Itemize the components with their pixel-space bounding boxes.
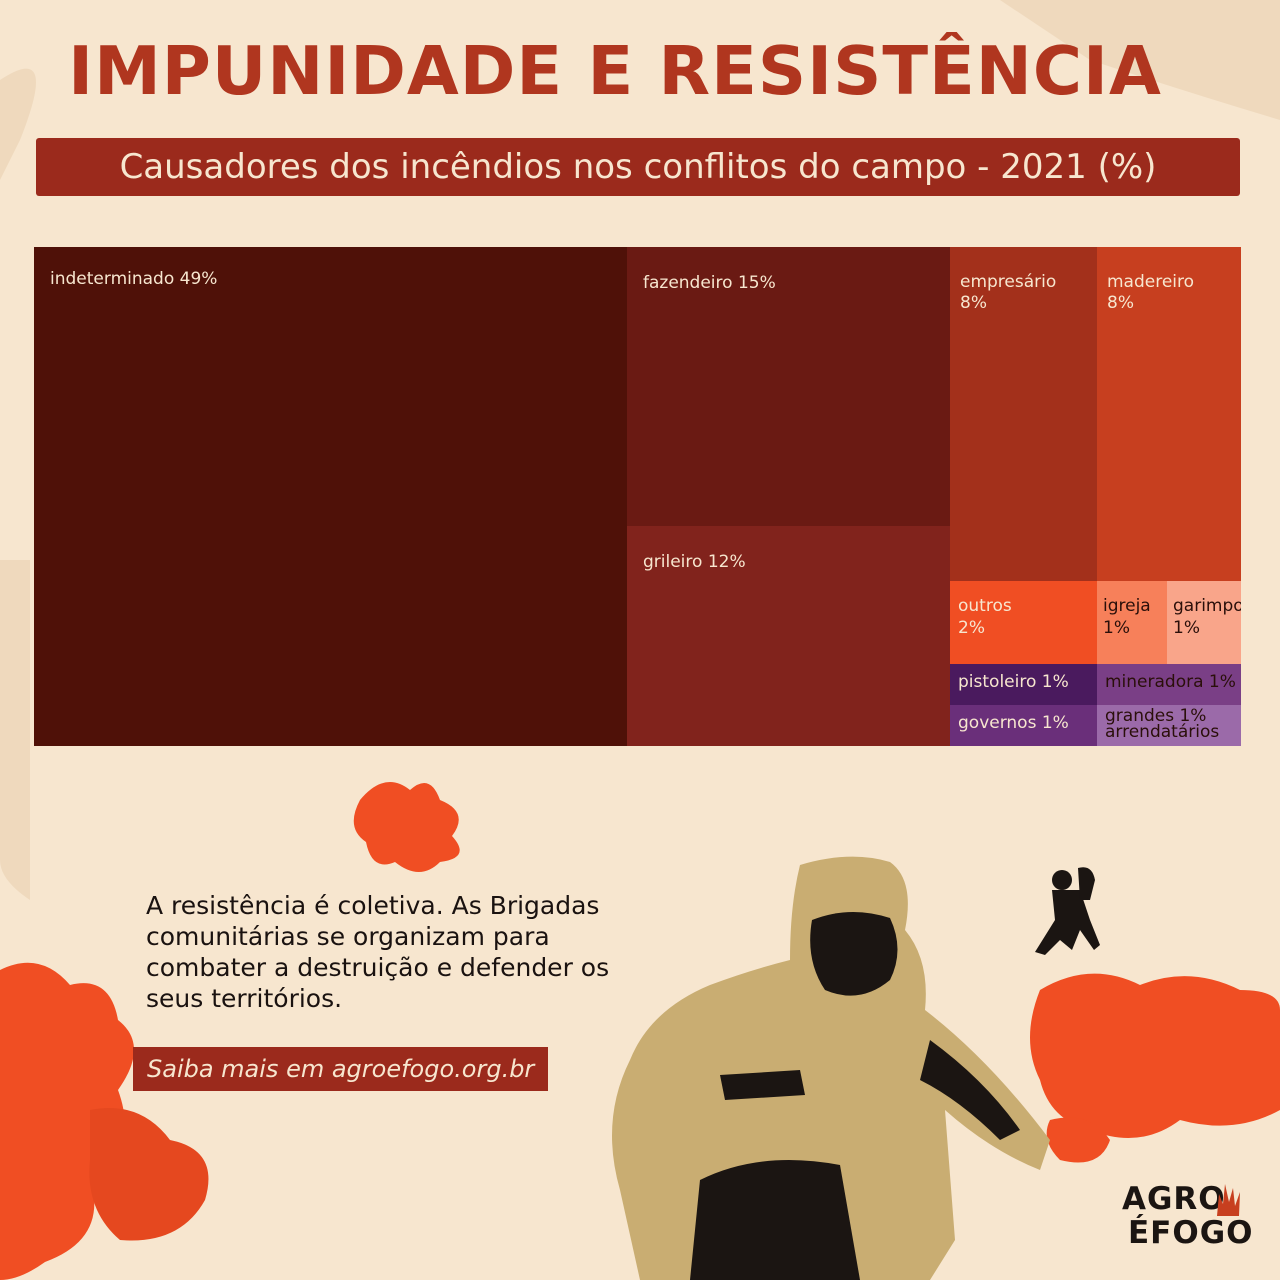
- treemap-label: fazendeiro 15%: [643, 273, 776, 293]
- treemap-label: grileiro 12%: [643, 552, 746, 572]
- texture-stain-top-right: [1000, 0, 1280, 120]
- treemap-label: empresário 8%: [960, 272, 1057, 313]
- treemap-label: governos 1%: [958, 713, 1069, 733]
- chart-subtitle: Causadores dos incêndios nos conflitos d…: [36, 138, 1240, 196]
- texture-stain-left: [0, 68, 36, 180]
- treemap-cell-outros: outros 2%: [950, 581, 1097, 664]
- walking-figure-silhouette: [1035, 867, 1100, 955]
- treemap-label: pistoleiro 1%: [958, 672, 1069, 692]
- treemap-chart: indeterminado 49% fazendeiro 15% grileiro …: [34, 247, 1241, 746]
- page-title: IMPUNIDADE E RESISTÊNCIA: [68, 32, 1162, 110]
- treemap-cell-mineradora: mineradora 1%: [1097, 664, 1241, 705]
- logo-word-agro: AGRO: [1122, 1181, 1226, 1217]
- agro-e-fogo-logo: AGRO ÉFOGO: [1120, 1180, 1253, 1252]
- treemap-label: grandes 1% arrendatários: [1105, 706, 1220, 742]
- treemap-label: mineradora 1%: [1105, 672, 1236, 692]
- treemap-cell-grandes-arrendatários: grandes 1% arrendatários: [1097, 705, 1241, 746]
- website-link[interactable]: Saiba mais em agroefogo.org.br: [133, 1047, 549, 1091]
- fire-splash-right-small: [1046, 1117, 1110, 1163]
- treemap-cell-garimpo: garimpo 1%: [1167, 581, 1241, 664]
- treemap-label: garimpo 1%: [1173, 596, 1241, 638]
- logo-word-efogo: ÉFOGO: [1128, 1215, 1254, 1251]
- texture-stain-mid: [0, 560, 30, 900]
- treemap-cell-empresário: empresário 8%: [950, 247, 1097, 581]
- treemap-label: igreja 1%: [1103, 596, 1151, 638]
- fire-splash-top: [353, 782, 460, 872]
- treemap-cell-madeireiro: madereiro 8%: [1097, 247, 1241, 581]
- treemap-label: madereiro 8%: [1107, 272, 1195, 313]
- treemap-cell-governos: governos 1%: [950, 705, 1097, 746]
- fire-splash-right: [1030, 973, 1280, 1138]
- treemap-cell-fazendeiro: fazendeiro 15%: [627, 247, 950, 526]
- treemap-label: outros 2%: [958, 596, 1012, 638]
- flame-icon: [1217, 1184, 1240, 1216]
- treemap-cell-indeterminado: indeterminado 49%: [34, 247, 627, 746]
- firefighter-dark-details: [690, 911, 1020, 1280]
- body-text: A resistência é coletiva. As Brigadas co…: [146, 891, 610, 1013]
- treemap-cell-grileiro: grileiro 12%: [627, 526, 950, 746]
- treemap-cell-pistoleiro: pistoleiro 1%: [950, 664, 1097, 705]
- treemap-label: indeterminado 49%: [50, 269, 218, 289]
- fire-splash-left-2: [89, 1108, 209, 1241]
- fire-splash-left: [0, 962, 134, 1280]
- treemap-cell-igreja: igreja 1%: [1097, 581, 1167, 664]
